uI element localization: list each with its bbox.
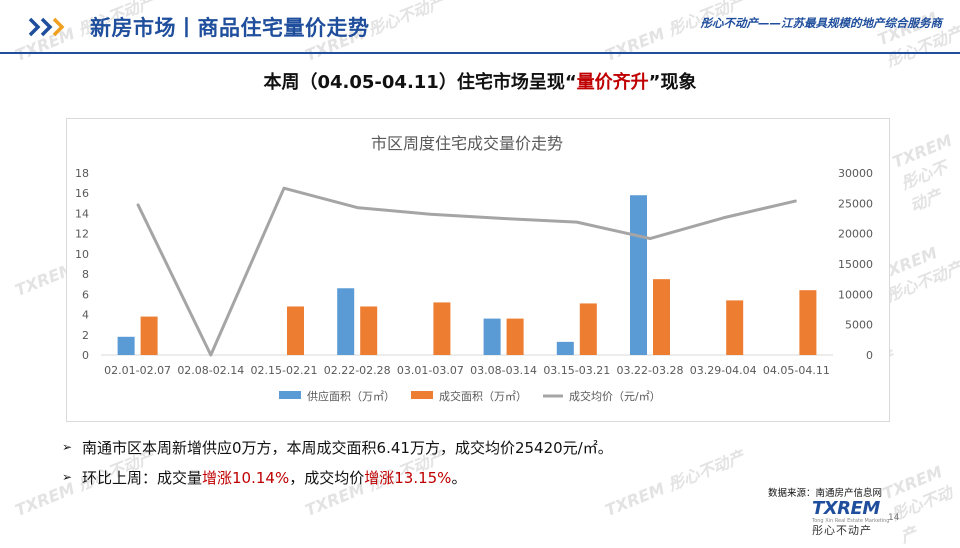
page-number: 14 [888, 513, 900, 523]
y-left-tick-label: 8 [82, 268, 89, 281]
price-point [503, 218, 505, 219]
price-point [283, 187, 285, 189]
slide-headline: 本周（04.05-04.11）住宅市场呈现“量价齐升”现象 [0, 68, 960, 94]
bullet-suffix: 。 [451, 468, 467, 487]
header-divider [0, 52, 960, 54]
y-right-tick-label: 25000 [838, 197, 873, 210]
logo-chinese-name: 彤心不动产 [812, 524, 872, 537]
company-tagline: 彤心不动产——江苏最具规模的地产综合服务商 [700, 16, 943, 30]
bullet-list: ➢ 南通市区本周新增供应0万方，本周成交面积6.41万方，成交均价25420元/… [62, 432, 613, 492]
y-left-tick-label: 6 [82, 288, 89, 301]
x-tick-label: 02.15-02.21 [251, 364, 318, 377]
bar-deal [506, 318, 524, 355]
y-right-tick-label: 10000 [838, 288, 873, 301]
y-left-tick-label: 18 [75, 167, 89, 180]
price-point [210, 354, 212, 356]
slide-header: 新房市场丨商品住宅量价走势 彤心不动产——江苏最具规模的地产综合服务商 [0, 0, 960, 54]
chart-container: 市区周度住宅成交量价走势 0 2 4 6 8 10 12 14 16 18 0 5000 10000 150… [66, 118, 890, 422]
legend-label: 供应面积（万㎡） [307, 389, 395, 403]
combo-chart: 市区周度住宅成交量价走势 0 2 4 6 8 10 12 14 16 18 0 5000 10000 150… [75, 134, 873, 403]
price-line [136, 186, 797, 357]
data-source: 数据来源：南通房产信息网 [768, 488, 883, 499]
arrow-bullet-icon: ➢ [62, 440, 73, 454]
legend-swatch [411, 391, 433, 399]
x-tick-label: 02.22-02.28 [324, 364, 391, 377]
headline-prefix: 本周（04.05-04.11）住宅市场呈现“ [263, 72, 577, 93]
bar-deal [287, 306, 304, 355]
price-point [722, 217, 724, 219]
x-tick-label: 02.01-02.07 [104, 364, 171, 377]
bar-supply [630, 195, 647, 355]
y-left-tick-label: 14 [75, 207, 89, 220]
legend-label: 成交均价（元/㎡） [569, 389, 661, 403]
y-left-tick-label: 10 [75, 248, 89, 261]
legend-swatch [279, 391, 301, 399]
watermark-text: TXREM 彤心不动产 [602, 446, 747, 520]
bar-deal [799, 290, 817, 355]
x-tick-label: 03.01-03.07 [397, 364, 464, 377]
company-logo: TXREM Tong Xin Real Estate Marketing 彤心不… [812, 498, 892, 538]
bar-deal [579, 303, 597, 355]
headline-highlight: 量价齐升 [576, 72, 649, 93]
y-right-tick-label: 30000 [838, 167, 873, 180]
bar-deal [653, 279, 670, 355]
x-tick-label: 03.08-03.14 [470, 364, 537, 377]
bullet-text: 南通市区本周新增供应0万方，本周成交面积6.41万方，成交均价25420元/㎡。 [82, 438, 613, 457]
x-tick-label: 03.15-03.21 [543, 364, 610, 377]
price-point [429, 213, 431, 215]
y-left-tick-label: 16 [75, 187, 89, 200]
x-tick-label: 03.29-04.04 [690, 364, 757, 377]
price-point [137, 203, 139, 205]
bar-deal [360, 306, 378, 355]
bar-supply [117, 336, 135, 355]
x-tick-label: 03.22-03.28 [617, 364, 684, 377]
page-title: 新房市场丨商品住宅量价走势 [90, 16, 370, 40]
y-right-tick-label: 20000 [838, 228, 873, 241]
x-tick-label: 02.08-02.14 [177, 364, 244, 377]
chevrons-icon [28, 17, 65, 37]
logo-mark: TXREM [812, 498, 880, 519]
x-tick-label: 04.05-04.11 [763, 364, 830, 377]
bullet-mid: ，成交均价 [289, 468, 365, 487]
y-right-tick-label: 5000 [845, 319, 873, 332]
bullet-item-change: ➢ 环比上周：成交量 增涨10.14% ，成交均价 增涨13.15%。 [62, 462, 613, 492]
y-left-tick-label: 2 [82, 329, 89, 342]
chart-title: 市区周度住宅成交量价走势 [371, 134, 563, 153]
price-point [356, 207, 358, 209]
bar-supply [483, 318, 501, 355]
price-point [649, 238, 651, 240]
bullet-item-supply: ➢ 南通市区本周新增供应0万方，本周成交面积6.41万方，成交均价25420元/… [62, 432, 613, 462]
bar-deal [726, 300, 744, 355]
bar-supply [556, 341, 574, 355]
y-right-tick-label: 15000 [838, 258, 873, 271]
logo-subtitle: Tong Xin Real Estate Marketing [812, 518, 890, 524]
y-left-tick-label: 12 [75, 228, 89, 241]
volume-change: 增涨10.14% [202, 468, 290, 487]
legend-label: 成交面积（万㎡） [439, 389, 527, 403]
y-right-tick-label: 0 [866, 349, 873, 362]
bullet-prefix: 环比上周：成交量 [82, 468, 203, 487]
bar-deal [140, 316, 158, 355]
headline-suffix: ”现象 [648, 72, 697, 93]
price-point [795, 200, 797, 202]
arrow-bullet-icon: ➢ [62, 470, 73, 484]
price-change: 增涨13.15% [364, 468, 452, 487]
price-point [576, 221, 578, 223]
y-left-tick-label: 0 [82, 349, 89, 362]
bar-supply [337, 288, 355, 355]
bar-deal [433, 302, 451, 355]
y-left-tick-label: 4 [82, 309, 89, 322]
watermark-text: TXREM 彤心不动产 [889, 130, 955, 216]
